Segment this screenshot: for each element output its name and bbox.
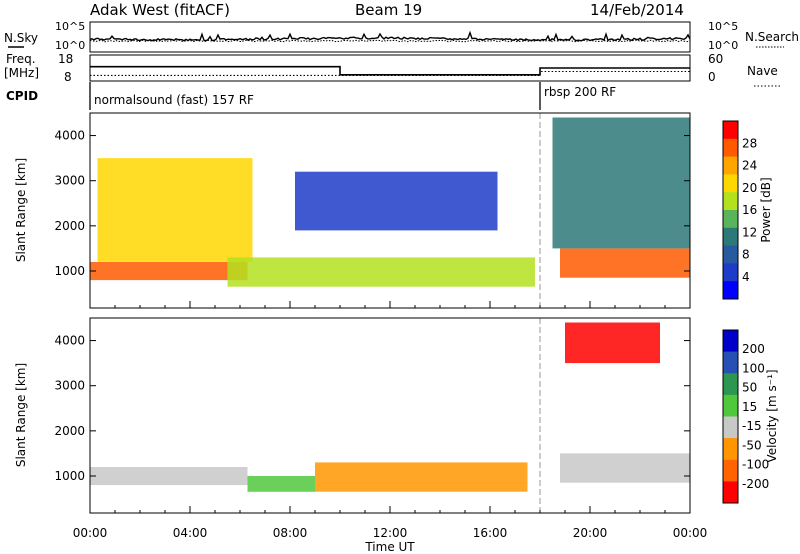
velocity-y-ticks: 1000 2000 3000 4000 — [54, 334, 690, 483]
frequency-panel: Freq. [MHz] 18 8 60 0 Nave — [4, 52, 780, 87]
data-region — [552, 117, 690, 249]
colorbar-tick-label: 200 — [742, 342, 765, 356]
velocity-colorbar: 200 100 50 15 -15 -50 -100 -200 Velocity [m s⁻¹… — [722, 329, 779, 504]
colorbar-tick-label: -15 — [742, 419, 762, 433]
colorbar-swatch — [723, 351, 738, 374]
data-region — [90, 262, 248, 281]
y-tick-label: 3000 — [54, 174, 85, 188]
sky-label: N.Sky — [4, 31, 38, 45]
colorbar-swatch — [723, 373, 738, 396]
colorbar-tick-label: -50 — [742, 438, 762, 452]
nave-trace — [90, 70, 690, 76]
data-region — [227, 257, 535, 287]
colorbar-swatch — [723, 192, 738, 211]
colorbar-swatch — [723, 394, 738, 417]
cpid-row: CPID normalsound (fast) 157 RF rbsp 200 … — [6, 82, 616, 110]
data-region — [97, 158, 253, 262]
colorbar-swatch — [723, 227, 738, 247]
velocity-x-ticks: 00:00 04:00 08:00 12:00 16:00 20:00 00:00 — [73, 506, 708, 540]
y-tick-label: 4000 — [54, 334, 85, 348]
colorbar-tick-label: 12 — [742, 225, 757, 239]
colorbar-swatch — [723, 138, 738, 158]
colorbar-tick-label: 50 — [742, 381, 757, 395]
colorbar-swatch — [723, 210, 738, 229]
colorbar-swatch — [723, 156, 738, 175]
search-tick-low: 10^0 — [708, 39, 738, 52]
y-tick-label: 4000 — [54, 129, 85, 143]
colorbar-tick-label: 20 — [742, 181, 757, 195]
data-region — [560, 248, 690, 278]
sky-noise-panel: 10^5 10^0 10^5 10^0 N.Sky N.Search — [4, 20, 799, 53]
beam-title: Beam 19 — [355, 1, 422, 19]
y-tick-label: 1000 — [54, 264, 85, 278]
data-region — [565, 322, 660, 364]
colorbar-tick-label: 100 — [742, 361, 765, 375]
colorbar-tick-label: 8 — [742, 248, 750, 262]
data-region — [247, 476, 315, 492]
sky-tick-low: 10^0 — [55, 39, 85, 52]
colorbar-swatch — [723, 281, 738, 300]
colorbar-tick-label: 28 — [742, 136, 757, 150]
power-colorbar-label: Power [dB] — [759, 177, 773, 242]
colorbar-tick-label: 24 — [742, 159, 757, 173]
power-panel: 1000 2000 3000 4000 Slant Range [km] — [14, 112, 691, 309]
x-tick-label: 16:00 — [473, 526, 508, 540]
colorbar-tick-label: -100 — [742, 458, 769, 472]
frequency-trace — [90, 65, 690, 76]
sky-tick-high: 10^5 — [55, 20, 85, 33]
colorbar-swatch — [723, 481, 738, 504]
cpid-label: CPID — [6, 89, 38, 103]
search-label: N.Search — [745, 30, 799, 44]
freq-label-2: [MHz] — [4, 66, 39, 80]
velocity-panel: 1000 2000 3000 4000 00:00 04:00 08:00 12:00 16:… — [14, 317, 708, 554]
colorbar-swatch — [723, 438, 738, 461]
nave-label: Nave — [747, 64, 778, 78]
data-region — [315, 462, 528, 492]
y-tick-label: 2000 — [54, 424, 85, 438]
data-region — [295, 171, 498, 231]
colorbar-swatch — [723, 174, 738, 193]
y-tick-label: 3000 — [54, 379, 85, 393]
power-colorbar: 28 24 20 16 12 8 4 Power [dB] — [722, 120, 773, 300]
colorbar-tick-label: 15 — [742, 400, 757, 414]
colorbar-tick-label: 4 — [742, 270, 750, 284]
colorbar-swatch — [723, 416, 738, 439]
data-region — [90, 467, 248, 486]
colorbar-tick-label: 16 — [742, 203, 757, 217]
search-noise-trace — [89, 39, 691, 43]
x-tick-label: 04:00 — [173, 526, 208, 540]
cpid-mode-1: normalsound (fast) 157 RF — [94, 93, 254, 107]
power-y-axis-label: Slant Range [km] — [14, 158, 28, 262]
station-title: Adak West (fitACF) — [90, 1, 230, 19]
freq-tick-high: 18 — [58, 52, 73, 66]
x-tick-label: 00:00 — [73, 526, 108, 540]
y-tick-label: 1000 — [54, 469, 85, 483]
colorbar-swatch — [723, 330, 738, 353]
x-tick-label: 20:00 — [573, 526, 608, 540]
power-y-ticks: 1000 2000 3000 4000 — [54, 129, 690, 278]
colorbar-swatch — [723, 245, 738, 264]
search-tick-high: 10^5 — [708, 20, 738, 33]
sky-noise-trace — [89, 30, 691, 42]
y-tick-label: 2000 — [54, 219, 85, 233]
freq-label-1: Freq. — [6, 52, 36, 66]
velocity-colorbar-label: Velocity [m s⁻¹] — [765, 369, 779, 462]
time-axis-label: Time UT — [364, 540, 415, 554]
x-tick-label: 08:00 — [273, 526, 308, 540]
power-x-ticks — [89, 301, 691, 308]
colorbar-swatch — [723, 459, 738, 482]
cpid-mode-2: rbsp 200 RF — [544, 85, 616, 99]
x-tick-label: 00:00 — [673, 526, 708, 540]
colorbar-swatch — [723, 263, 738, 282]
data-region — [560, 453, 690, 483]
nave-tick-low: 0 — [708, 70, 716, 84]
velocity-y-axis-label: Slant Range [km] — [14, 363, 28, 467]
nave-tick-high: 60 — [708, 52, 723, 66]
x-tick-label: 12:00 — [373, 526, 408, 540]
date-title: 14/Feb/2014 — [590, 1, 684, 19]
freq-tick-low: 8 — [64, 70, 72, 84]
colorbar-tick-label: -200 — [742, 477, 769, 491]
colorbar-swatch — [723, 121, 738, 140]
